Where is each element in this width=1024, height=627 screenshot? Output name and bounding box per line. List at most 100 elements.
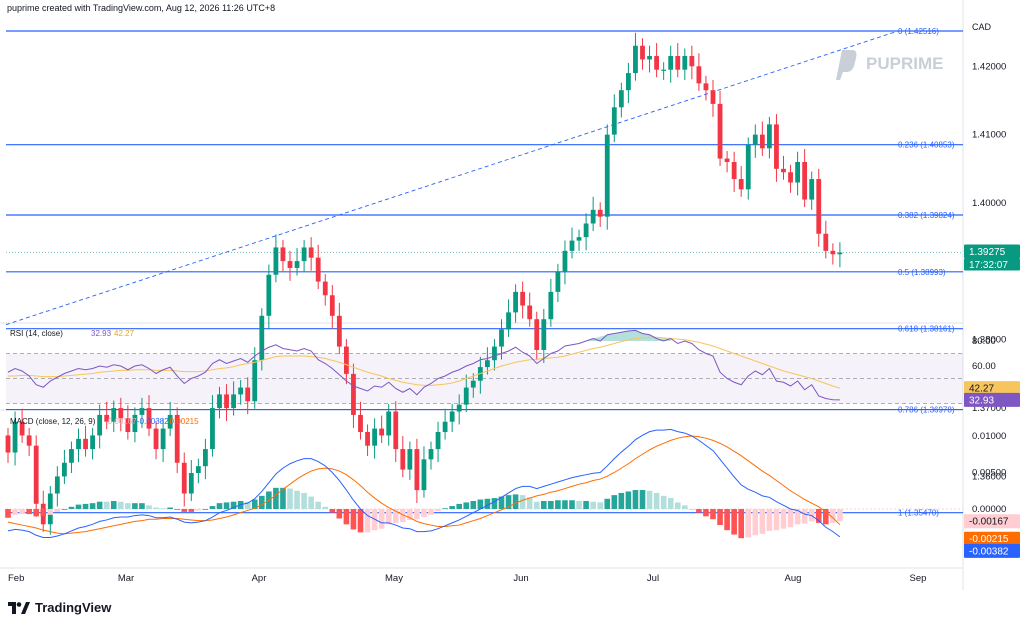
candle-body [195,466,201,474]
candle-body [562,250,568,272]
candle-body [400,449,406,470]
candle-body [308,247,314,258]
macd-histogram-bar [667,498,674,509]
macd-histogram-tag: -0.00167 [969,517,1009,528]
macd-histogram-bar [209,506,216,509]
fib-level-label: 0.618 (1.38161) [898,325,955,334]
macd-histogram-bar [766,509,773,531]
macd-histogram-bar [823,509,829,525]
candle-body [90,435,95,450]
macd-histogram-bar [125,503,131,509]
candle-body [731,161,737,180]
macd-histogram-bar [364,509,371,533]
macd-histogram-bar [68,506,75,509]
macd-histogram-bar [780,509,787,529]
rsi-tick-label: 60.00 [972,361,996,372]
macd-histogram-bar [146,505,152,509]
candle-body [153,428,159,450]
macd-histogram-bar [435,509,441,512]
candle-body [76,438,81,450]
macd-histogram-bar [759,509,766,534]
macd-histogram-bar [40,509,47,517]
macd-histogram-bar [815,509,822,523]
fib-level-label: 0.382 (1.39824) [898,211,955,220]
macd-histogram-bar [12,509,18,515]
macd-histogram-bar [82,503,89,509]
candle-body [802,161,808,200]
macd-histogram-bar [660,495,667,509]
macd-histogram-bar [153,507,159,509]
macd-histogram-bar [160,508,166,510]
candle-body [336,315,342,347]
macd-histogram-tag-bg [964,514,1020,529]
macd-histogram-bar [400,509,406,523]
macd-histogram-bar [315,501,321,509]
macd-histogram-bar [653,492,660,509]
macd-histogram-bar [470,500,477,509]
macd-histogram-bar [837,509,843,522]
price-tick-label: 1.37000 [972,403,1006,414]
macd-histogram-bar [195,509,202,511]
macd-histogram-bar [590,501,596,509]
macd-histogram-bar [773,509,780,531]
macd-signal-tag: -0.00215 [969,534,1009,545]
macd-histogram-bar [519,495,526,509]
time-tick-label: Sep [910,573,927,584]
time-tick-label: Mar [118,573,134,584]
rsi-line [7,329,840,401]
macd-histogram-bar [794,509,801,525]
time-tick-label: Jun [513,573,528,584]
macd-histogram-bar [703,509,709,517]
macd-histogram-bar [674,502,681,509]
candle-body [19,421,25,436]
macd-line [7,428,841,538]
candle-body [781,168,786,173]
candle-body [506,312,511,330]
candle-body [33,445,39,504]
candle-body [217,394,222,409]
macd-histogram-bar [33,509,39,517]
macd-histogram-bar [505,495,512,509]
macd-histogram-bar [5,509,11,518]
candle-body [463,387,469,405]
candle-body [456,404,462,412]
macd-histogram-bar [541,500,547,509]
macd-histogram-bar [710,509,716,520]
candle-body [266,274,272,316]
candle-body [224,394,229,409]
tradingview-brand[interactable]: TradingView [8,600,111,615]
candle-body [661,69,667,71]
candle-body [287,261,293,268]
candle-body [541,319,547,350]
candle-body [111,408,117,422]
macd-histogram-bar [745,509,752,538]
candle-body [823,233,829,251]
macd-histogram-bar [96,501,103,509]
candle-body [738,179,744,190]
candle-body [414,449,420,491]
candle-body [583,223,589,238]
candle-body [181,462,187,494]
macd-histogram-bar [618,492,625,509]
macd-histogram-bar [569,500,575,509]
candle-body [203,449,208,467]
candle-body [188,473,194,494]
macd-histogram-bar [230,501,237,509]
macd-histogram-bar [357,509,364,533]
time-tick-label: Jul [647,573,659,584]
rsi-value-label: 32.93 [91,329,112,338]
candle-body [837,252,843,255]
macd-histogram-bar [696,509,702,513]
macd-histogram-bar [392,509,399,523]
candle-body [132,414,138,432]
macd-histogram-bar [343,509,350,525]
trend-line [5,30,899,326]
macd-value-tag: -0.00382 [969,546,1009,557]
macd-histogram-bar [562,500,568,509]
candle-body [379,428,385,436]
price-tick-label: 1.40000 [972,198,1006,209]
tradingview-logo-icon [8,601,30,614]
candle-body [618,90,624,108]
macd-histogram-bar [414,509,420,520]
